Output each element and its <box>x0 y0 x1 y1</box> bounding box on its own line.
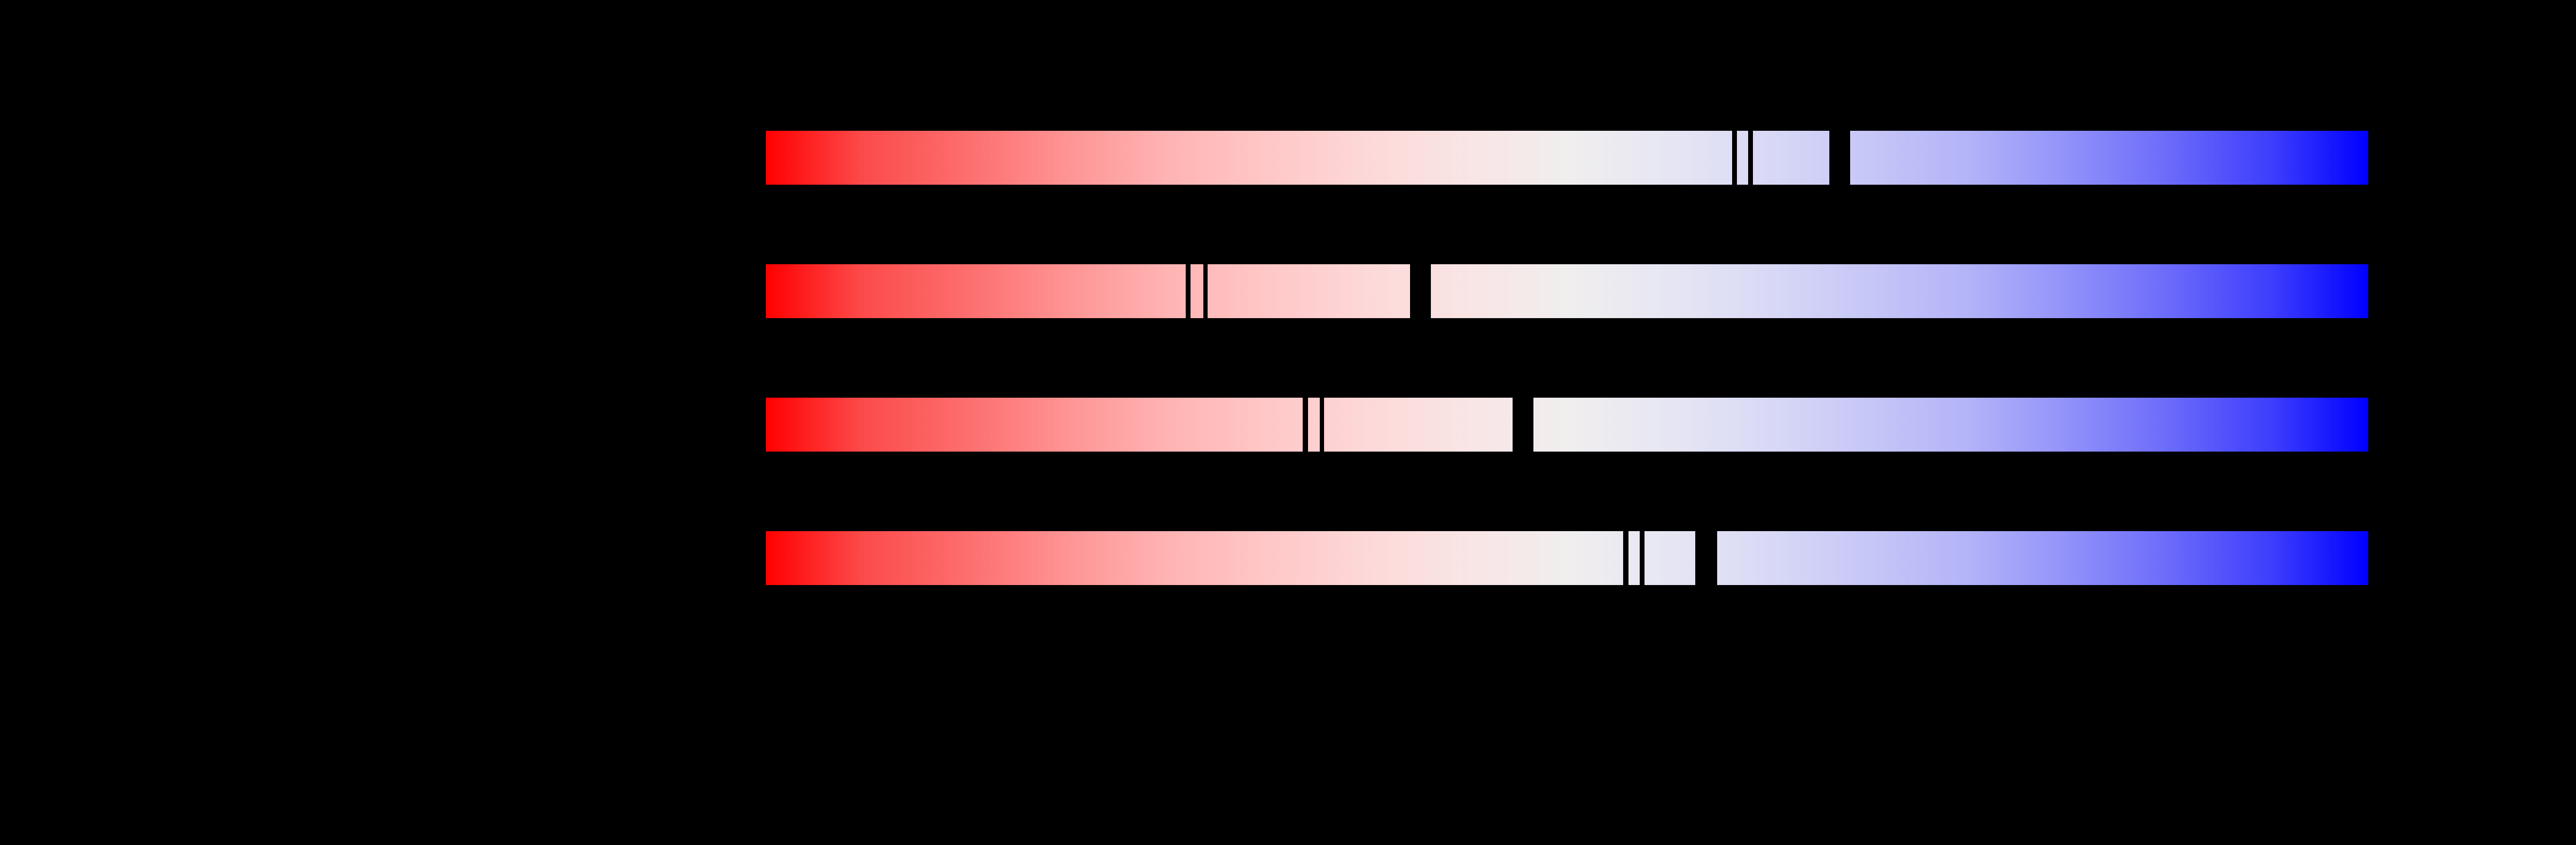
interval-marker-thick <box>1695 531 1718 585</box>
interval-marker-thin-1 <box>1186 264 1191 318</box>
interval-marker-thin-2 <box>1320 398 1324 452</box>
interval-marker-thin-1 <box>1732 131 1737 185</box>
gradient-bar-row-4 <box>766 531 2368 585</box>
interval-marker-thin-2 <box>1748 131 1753 185</box>
interval-marker-thick <box>1829 131 1851 185</box>
interval-marker-thin-1 <box>1623 531 1628 585</box>
interval-marker-thick <box>1410 264 1431 318</box>
gradient-bar-row-1 <box>766 131 2368 185</box>
interval-marker-thick <box>1513 398 1533 452</box>
interval-marker-thin-1 <box>1303 398 1308 452</box>
gradient-bar-row-3 <box>766 398 2368 452</box>
gradient-bar-row-2 <box>766 264 2368 318</box>
interval-marker-thin-2 <box>1639 531 1645 585</box>
interval-marker-thin-2 <box>1203 264 1208 318</box>
